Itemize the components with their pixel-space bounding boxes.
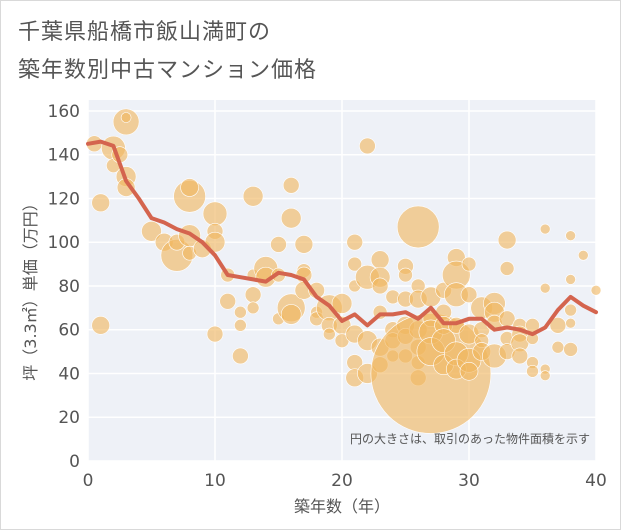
trend-line-series <box>86 139 598 337</box>
bubble-point <box>370 250 390 270</box>
y-axis-label: 坪（3.3㎡）単価（万円） <box>21 195 40 380</box>
bubble-point <box>371 277 389 295</box>
bubble-point <box>282 177 300 194</box>
bubble-point <box>459 361 479 381</box>
y-tick-label: 60 <box>58 321 80 341</box>
bubble-point <box>202 201 228 227</box>
bubble-point <box>539 223 551 235</box>
x-tick-label: 40 <box>585 471 607 491</box>
bubble-point <box>234 305 247 319</box>
y-tick-label: 20 <box>58 408 80 428</box>
bubble-point <box>219 292 236 310</box>
bubble-point <box>294 235 314 254</box>
bubble-point <box>346 233 364 251</box>
bubble-point <box>234 319 247 332</box>
bubble-point <box>564 303 577 317</box>
y-tick-label: 40 <box>58 364 80 384</box>
bubble-point <box>347 256 363 272</box>
bubble-point <box>565 317 576 329</box>
bubble-point <box>232 347 249 365</box>
y-tick-label: 160 <box>48 102 80 122</box>
bubble-size-note: 円の大きさは、取引のあった物件面積を示す <box>350 431 590 446</box>
x-tick-labels: 0 10 20 30 40 <box>83 471 607 491</box>
bubble-point <box>244 286 262 304</box>
bubble-point <box>206 325 224 343</box>
bubble-point <box>396 205 440 249</box>
bubble-point <box>539 370 551 381</box>
bubble-point <box>242 185 264 207</box>
bubble-point <box>91 193 110 213</box>
y-tick-label: 100 <box>48 233 80 253</box>
bubble-point <box>526 364 539 378</box>
bubble-point <box>539 282 551 294</box>
bubble-point <box>511 347 529 365</box>
bubble-point <box>497 230 517 250</box>
x-tick-label: 10 <box>204 471 226 491</box>
bubble-point <box>280 304 302 325</box>
bubble-point <box>398 267 413 283</box>
y-tick-label: 0 <box>69 452 80 472</box>
chart-title-line2: 築年数別中古マンション価格 <box>18 58 318 83</box>
bubble-point <box>590 285 602 296</box>
trend-line <box>86 139 598 337</box>
bubble-point <box>120 112 132 123</box>
x-tick-label: 30 <box>458 471 480 491</box>
y-tick-label: 140 <box>48 146 80 166</box>
bubble-point <box>565 230 576 241</box>
bubble-series <box>86 108 602 434</box>
bubble-point <box>322 327 336 341</box>
bubble-point <box>180 178 199 197</box>
bubble-point <box>359 137 376 155</box>
bubble-point <box>461 256 477 272</box>
bubble-point <box>141 220 162 242</box>
x-axis-label: 築年数（年） <box>294 497 390 516</box>
bubble-point <box>551 340 565 354</box>
x-tick-label: 0 <box>83 471 94 491</box>
bubble-point <box>460 286 478 304</box>
chart-title-line1: 千葉県船橋市飯山満町の <box>18 20 272 45</box>
bubble-point <box>331 293 353 314</box>
bubble-point <box>280 207 302 229</box>
y-tick-label: 120 <box>48 189 80 209</box>
bubble-point <box>246 301 260 315</box>
bubble-point <box>565 274 576 285</box>
bubble-point <box>499 261 515 276</box>
bubble-point <box>270 236 287 253</box>
bubble-point <box>91 316 110 335</box>
y-tick-labels: 0 20 40 60 80 100 120 140 160 <box>48 102 80 472</box>
x-tick-label: 20 <box>331 471 353 491</box>
y-tick-label: 80 <box>58 277 80 297</box>
bubble-point <box>577 250 589 261</box>
bubble-point <box>563 342 578 357</box>
